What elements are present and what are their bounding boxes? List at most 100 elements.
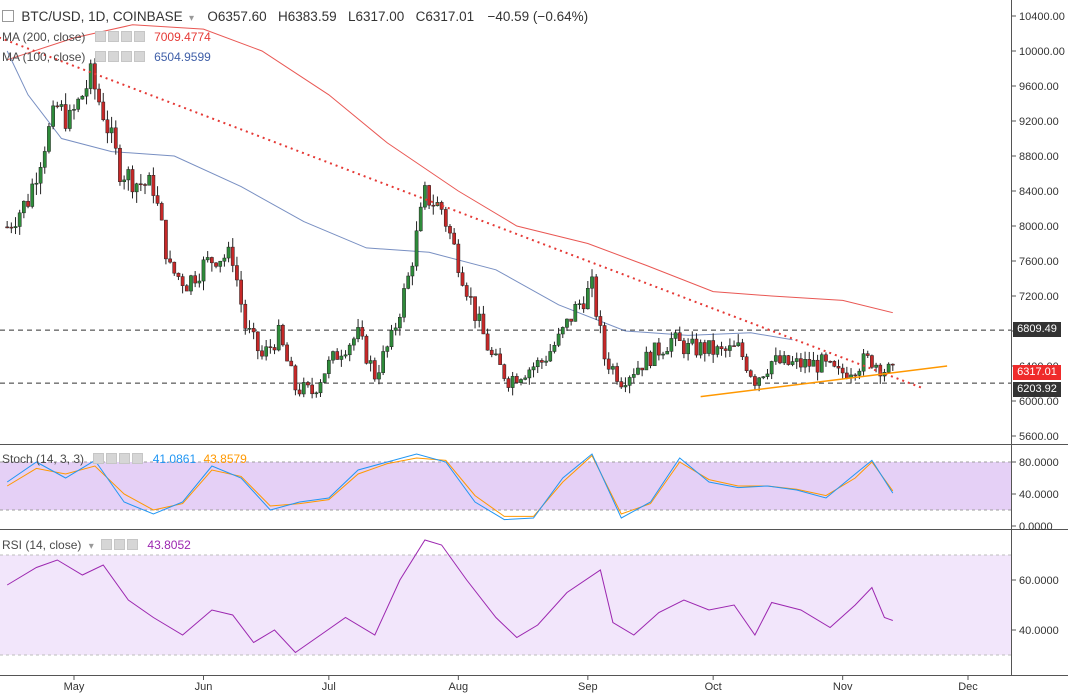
- eye-icon[interactable]: [94, 31, 106, 42]
- candle-down: [460, 272, 465, 286]
- close-icon[interactable]: [133, 51, 145, 62]
- candle-up: [381, 351, 385, 373]
- candle-up: [72, 109, 76, 111]
- candle-up: [510, 376, 515, 388]
- rsi-label[interactable]: RSI (14, close): [2, 538, 82, 552]
- candle-down: [540, 360, 544, 363]
- symbol-title[interactable]: BTC/USD, 1D, COINBASE: [21, 9, 183, 24]
- ohlc-open-label: O: [207, 9, 218, 24]
- candle-down: [272, 347, 277, 351]
- candle-down: [786, 355, 791, 365]
- rsi-dropdown-icon[interactable]: ▾: [88, 541, 94, 552]
- candle-up: [857, 370, 862, 376]
- candle-up: [585, 288, 590, 310]
- candle-down: [807, 359, 812, 367]
- candle-down: [335, 351, 340, 360]
- candle-up: [368, 360, 373, 364]
- candle-down: [364, 335, 369, 364]
- collapse-icon[interactable]: [2, 10, 14, 22]
- candle-up: [122, 179, 126, 182]
- candle-up: [38, 167, 43, 184]
- candle-up: [80, 95, 85, 100]
- stoch-k-line: [6, 453, 894, 521]
- close-icon[interactable]: [127, 539, 139, 550]
- candle-down: [498, 353, 502, 365]
- candle-down: [360, 327, 365, 337]
- symbol-dropdown-icon[interactable]: ▾: [188, 13, 195, 24]
- stoch-label[interactable]: Stoch (14, 3, 3): [2, 452, 85, 466]
- candle-down: [214, 262, 218, 267]
- ma200-line: [7, 24, 893, 314]
- ohlc-high: 6383.59: [287, 9, 337, 24]
- eye-icon[interactable]: [93, 453, 105, 464]
- resistance-price-tag: 6809.49: [1013, 322, 1061, 337]
- close-icon[interactable]: [132, 453, 144, 464]
- candle-up: [84, 88, 89, 97]
- candle-up: [51, 105, 55, 127]
- candle-down: [431, 204, 436, 207]
- candle-down: [230, 246, 235, 266]
- rsi-y-tick-label: 40.0000: [1019, 625, 1059, 637]
- candle-up: [147, 175, 152, 186]
- candle-down: [711, 340, 716, 355]
- candle-down: [594, 276, 599, 317]
- add-icon[interactable]: [120, 51, 132, 62]
- candle-down: [184, 285, 189, 292]
- candle-down: [824, 354, 828, 362]
- eye-icon[interactable]: [94, 51, 106, 62]
- candle-down: [172, 261, 177, 274]
- candle-up: [874, 364, 878, 368]
- rsi-line: [6, 539, 893, 654]
- candle-down: [159, 203, 164, 221]
- candle-up: [665, 351, 670, 355]
- rsi-band: [0, 555, 1011, 655]
- candle-down: [648, 351, 653, 367]
- y-tick-label: 7200.00: [1019, 291, 1059, 303]
- candle-up: [264, 346, 269, 357]
- candle-up: [222, 257, 227, 262]
- y-tick-label: 8400.00: [1019, 186, 1059, 198]
- candle-down: [865, 353, 870, 356]
- candle-down: [840, 367, 845, 374]
- settings-icon[interactable]: [106, 453, 118, 464]
- candle-up: [803, 359, 807, 368]
- candle-down: [452, 232, 457, 245]
- candle-down: [193, 275, 197, 284]
- candle-down: [719, 346, 724, 350]
- candle-up: [34, 182, 39, 185]
- candle-down: [289, 360, 294, 367]
- candle-up: [757, 377, 761, 386]
- candle-down: [744, 356, 749, 371]
- x-tick-label: Sep: [578, 681, 598, 693]
- stoch-y-tick-label: 40.0000: [1019, 489, 1059, 501]
- candle-up: [644, 351, 649, 371]
- add-icon[interactable]: [114, 539, 126, 550]
- candle-up: [565, 318, 569, 328]
- ma100-label[interactable]: MA (100, close): [2, 50, 86, 64]
- y-tick-label: 10400.00: [1019, 11, 1065, 23]
- candle-down: [310, 384, 314, 395]
- candle-up: [377, 372, 381, 380]
- add-icon[interactable]: [119, 453, 131, 464]
- candle-down: [239, 279, 243, 305]
- close-icon[interactable]: [133, 31, 145, 42]
- candle-up: [389, 330, 394, 348]
- candle-down: [63, 104, 68, 129]
- settings-icon[interactable]: [107, 31, 119, 42]
- candle-up: [352, 338, 356, 346]
- ma200-label[interactable]: MA (200, close): [2, 30, 86, 44]
- candle-down: [506, 378, 511, 388]
- candle-down: [255, 331, 260, 352]
- candle-down: [514, 376, 519, 383]
- candle-up: [669, 338, 674, 352]
- candle-up: [728, 345, 732, 351]
- candle-down: [285, 344, 289, 362]
- settings-icon[interactable]: [107, 51, 119, 62]
- ma100-legend: MA (100, close) 6504.9599: [2, 50, 211, 64]
- candle-up: [773, 355, 778, 362]
- add-icon[interactable]: [120, 31, 132, 42]
- settings-icon[interactable]: [101, 539, 113, 550]
- candle-up: [769, 361, 774, 375]
- candle-up: [134, 183, 139, 193]
